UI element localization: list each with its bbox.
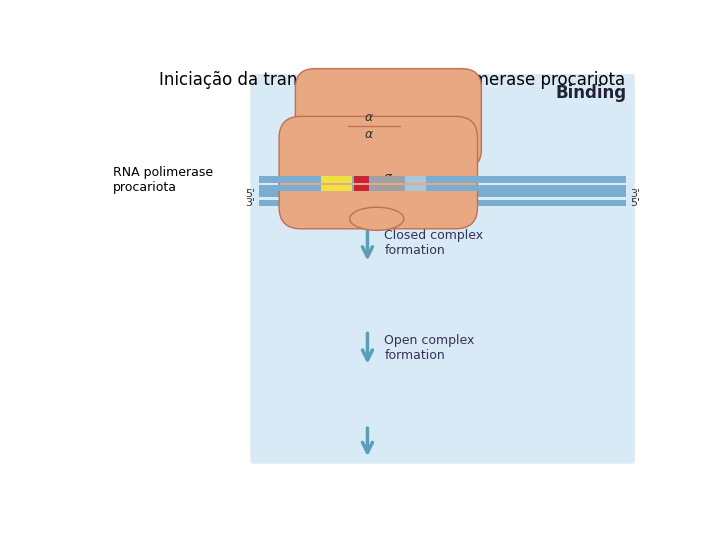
Bar [371, 200, 403, 206]
Text: RNA polimerase
procariota: RNA polimerase procariota [113, 166, 213, 194]
Ellipse shape [350, 207, 404, 231]
Bar [371, 191, 403, 197]
FancyBboxPatch shape [295, 69, 482, 168]
Text: UP: UP [329, 209, 344, 219]
Text: Open complex
formation: Open complex formation [384, 334, 475, 362]
Bar [259, 177, 626, 183]
Bar [371, 177, 403, 183]
Text: Binding: Binding [555, 84, 626, 102]
Text: Iniciação da transcrição pela RNA polimerase procariota: Iniciação da transcrição pela RNA polime… [159, 71, 625, 89]
Text: 3': 3' [630, 189, 640, 199]
Text: 3': 3' [245, 198, 255, 207]
Bar [259, 191, 626, 197]
Bar [405, 185, 426, 191]
Bar [321, 185, 352, 191]
Bar [405, 191, 426, 197]
Text: $\alpha$: $\alpha$ [364, 127, 374, 140]
FancyBboxPatch shape [279, 117, 477, 229]
Text: $\alpha$: $\alpha$ [364, 111, 374, 124]
Bar [405, 177, 426, 183]
Bar [371, 185, 403, 191]
Text: −35: −35 [350, 209, 373, 219]
Ellipse shape [356, 164, 421, 193]
Bar [354, 177, 369, 183]
Bar [354, 200, 369, 206]
Bar [405, 200, 426, 206]
Bar [354, 185, 369, 191]
Bar [321, 177, 352, 183]
Bar [259, 185, 626, 191]
Bar [354, 191, 369, 197]
Bar [321, 200, 352, 206]
FancyBboxPatch shape [251, 74, 635, 464]
Bar [321, 191, 352, 197]
Text: 5': 5' [245, 189, 255, 199]
Text: 5': 5' [630, 198, 640, 207]
Text: $\sigma$: $\sigma$ [383, 171, 394, 184]
Bar [259, 200, 626, 206]
Text: Closed complex
formation: Closed complex formation [384, 230, 484, 258]
Text: −10+1: −10+1 [398, 209, 438, 219]
